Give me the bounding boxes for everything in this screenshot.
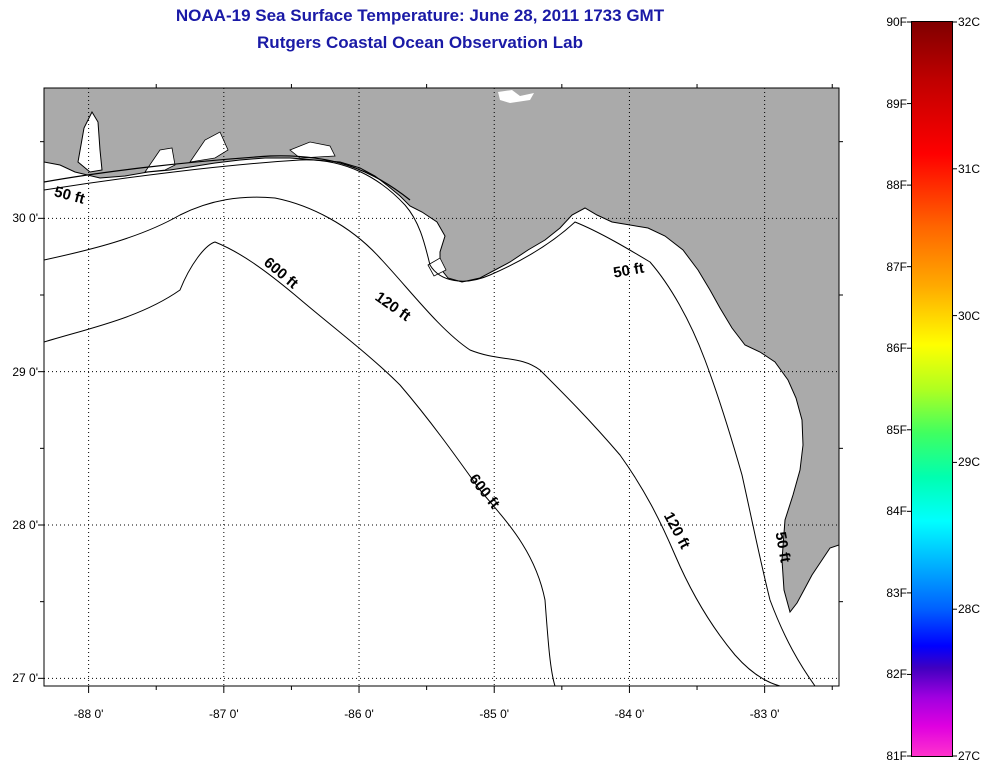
- colorbar-c-label: 28C: [958, 602, 981, 617]
- colorbar-c-label: 27C: [958, 749, 981, 763]
- colorbar-ticks: [907, 21, 957, 757]
- lat-tick-label: 28 0': [12, 518, 38, 532]
- colorbar-c-label: 32C: [958, 15, 981, 29]
- map-title: NOAA-19 Sea Surface Temperature: June 28…: [175, 6, 665, 25]
- colorbar-f-label: 84F: [886, 504, 907, 519]
- map-grid: [44, 88, 839, 686]
- lon-tick-label: -88 0': [73, 707, 104, 721]
- bay-inlet: [77, 110, 103, 173]
- colorbar-f-label: 86F: [886, 341, 907, 356]
- colorbar-f-label: 90F: [886, 15, 907, 29]
- lat-tick-label: 27 0': [12, 671, 38, 686]
- colorbar-f-label: 87F: [886, 259, 907, 274]
- land-mass: [44, 88, 839, 614]
- colorbar-c-label: 30C: [958, 308, 981, 323]
- colorbar-f-label: 82F: [886, 667, 907, 682]
- temperature-colorbar: [911, 21, 953, 757]
- map-subtitle: Rutgers Coastal Ocean Observation Lab: [257, 33, 583, 52]
- lon-tick-label: -86 0': [344, 707, 374, 721]
- lat-tick-label: 30 0': [12, 211, 38, 226]
- contour-120ft: [44, 196, 781, 686]
- colorbar-f-label: 88F: [886, 178, 907, 193]
- contour-label: 50 ft: [772, 531, 794, 564]
- colorbar-f-label: 83F: [886, 585, 907, 600]
- colorbar-f-label: 85F: [886, 422, 907, 437]
- contour-label: 50 ft: [612, 260, 645, 282]
- lat-tick-label: 29 0': [12, 364, 38, 379]
- map-frame: [43, 87, 840, 687]
- colorbar-c-label: 29C: [958, 455, 981, 470]
- colorbar-c-label: 31C: [958, 161, 981, 176]
- lon-tick-label: -83 0': [749, 707, 780, 721]
- lon-tick-label: -84 0': [614, 707, 645, 721]
- lon-tick-label: -85 0': [479, 707, 510, 721]
- map-ticks: [38, 84, 843, 693]
- contour-600ft: [44, 241, 556, 686]
- colorbar-f-label: 81F: [886, 749, 907, 763]
- lon-tick-label: -87 0': [208, 707, 239, 721]
- contour-50ft: [44, 159, 816, 686]
- colorbar-f-label: 89F: [886, 96, 907, 111]
